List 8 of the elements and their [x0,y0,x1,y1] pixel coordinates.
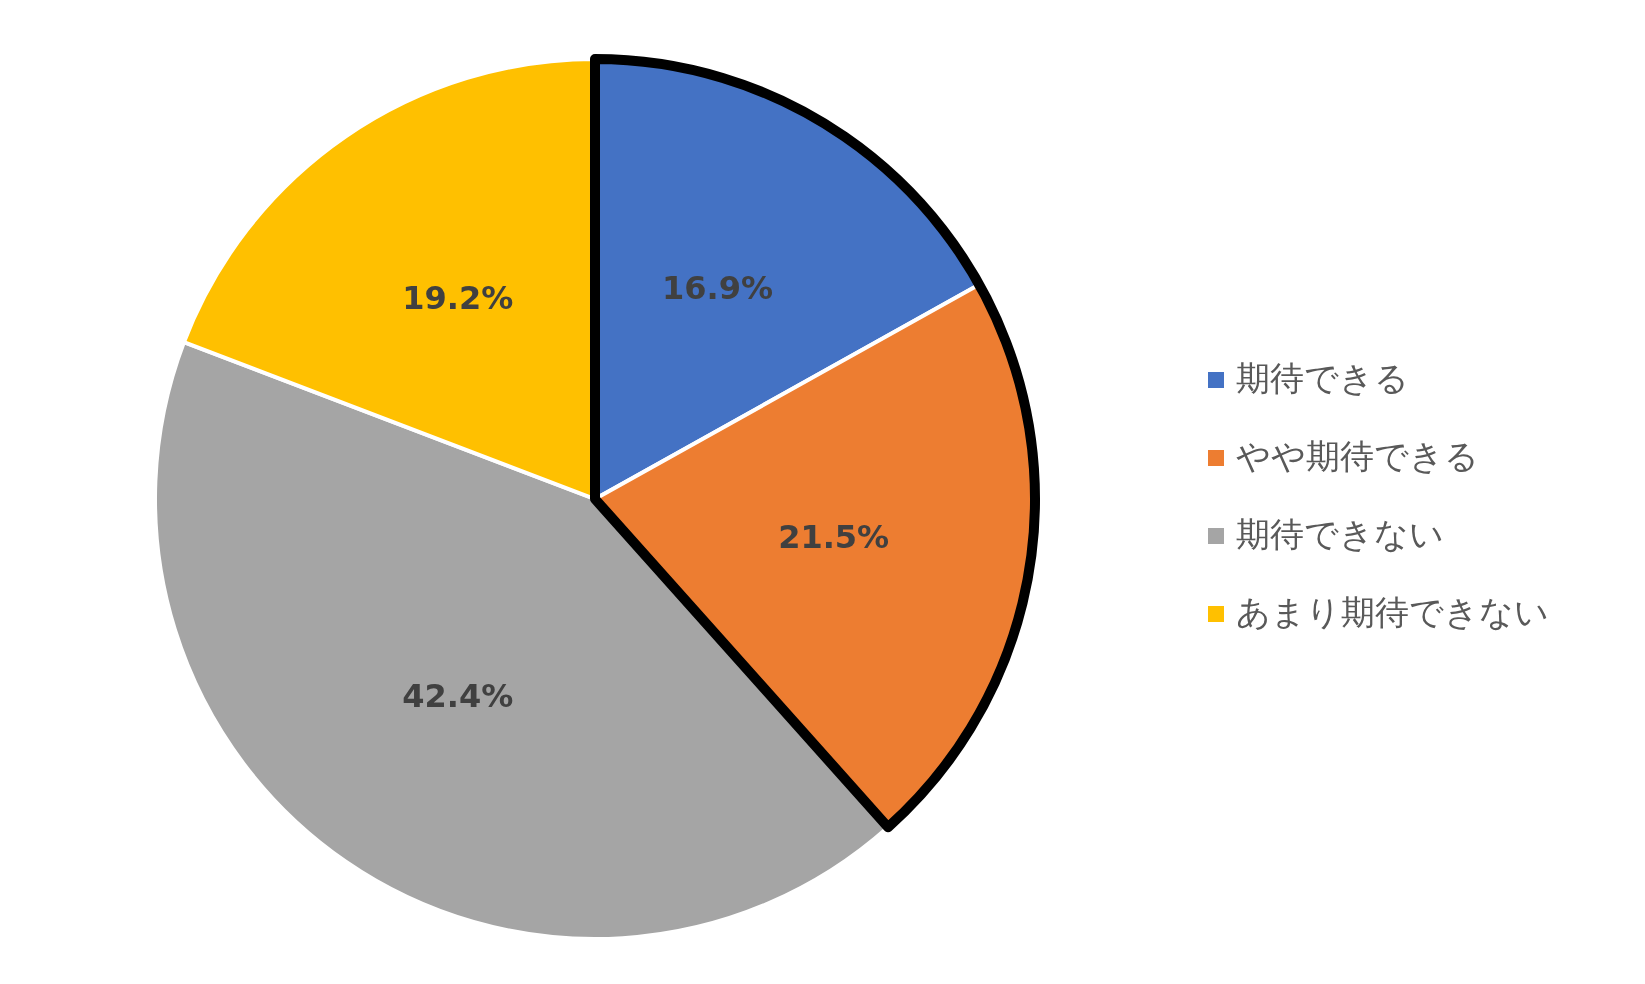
legend-label: 期待できない [1236,513,1444,554]
legend-label: あまり期待できない [1236,591,1549,632]
data-label: 21.5% [778,518,890,557]
legend-label: 期待できる [1236,357,1409,398]
data-label: 19.2% [402,278,514,317]
data-label: 42.4% [402,677,514,716]
data-label: 16.9% [662,269,774,308]
legend-label: やや期待できる [1236,435,1479,476]
